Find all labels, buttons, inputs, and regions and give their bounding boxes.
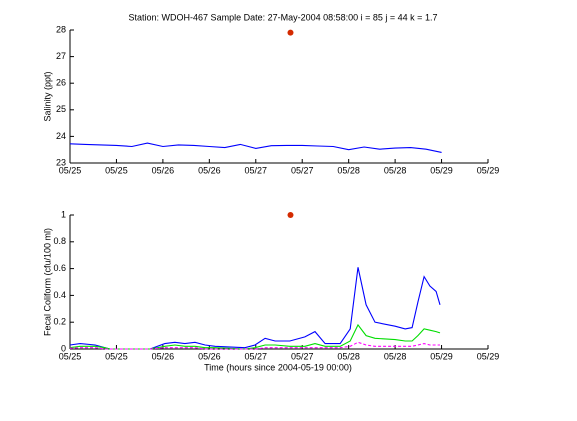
y-tick-label: 25 — [56, 104, 66, 114]
x-tick-label: 05/27 — [245, 165, 268, 175]
sample-marker — [287, 212, 294, 218]
y-tick-label: 0 — [61, 343, 66, 353]
x-tick-label: 05/25 — [59, 165, 82, 175]
series-line — [69, 267, 441, 350]
x-tick-label: 05/28 — [384, 165, 407, 175]
x-tick-label: 05/28 — [337, 165, 360, 175]
x-tick-label: 05/29 — [430, 351, 453, 361]
series-line — [69, 142, 442, 153]
x-tick-label: 05/29 — [477, 351, 500, 361]
y-tick-label: 0.8 — [53, 236, 66, 246]
x-tick-label: 05/26 — [152, 165, 175, 175]
x-tick-label: 05/25 — [59, 351, 82, 361]
y-tick-label: 28 — [56, 24, 66, 34]
x-tick-label: 05/25 — [105, 165, 128, 175]
y-tick-label: 0.2 — [53, 317, 66, 327]
y-tick-label: 1 — [61, 209, 66, 219]
x-axis-label: Time (hours since 2004-05-19 00:00) — [204, 362, 352, 372]
x-tick-label: 05/27 — [291, 351, 314, 361]
x-tick-label: 05/26 — [198, 351, 221, 361]
y-tick-label: 0.4 — [53, 290, 66, 300]
y-axis-label: Salinity (ppt) — [42, 71, 52, 121]
x-tick-label: 05/29 — [477, 165, 500, 175]
y-axis-label: Fecal Coliform (cfu/100 ml) — [42, 228, 52, 336]
y-tick-label: 23 — [56, 157, 66, 167]
y-tick-label: 24 — [56, 131, 66, 141]
x-tick-label: 05/25 — [105, 351, 128, 361]
x-tick-label: 05/26 — [198, 165, 221, 175]
chart-title: Station: WDOH-467 Sample Date: 27-May-20… — [129, 12, 438, 22]
x-tick-label: 05/26 — [152, 351, 175, 361]
series-line — [69, 341, 440, 350]
x-tick-label: 05/28 — [384, 351, 407, 361]
x-tick-label: 05/27 — [291, 165, 314, 175]
sample-marker — [287, 29, 294, 36]
y-tick-label: 0.6 — [53, 263, 66, 273]
x-tick-label: 05/29 — [430, 165, 453, 175]
y-tick-label: 26 — [56, 78, 66, 88]
x-tick-label: 05/28 — [337, 351, 360, 361]
y-tick-label: 27 — [56, 51, 66, 61]
x-tick-label: 05/27 — [245, 351, 268, 361]
